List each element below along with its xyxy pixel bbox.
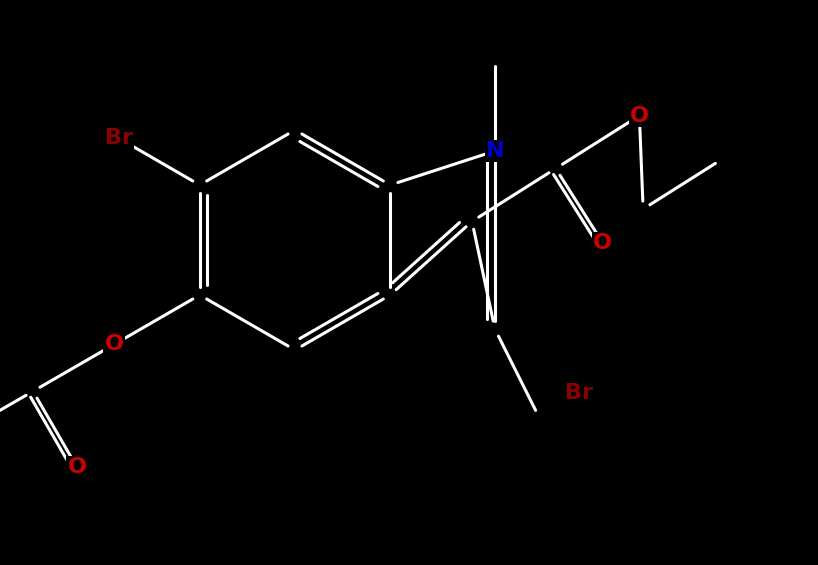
Text: Br: Br [565,383,593,402]
Text: O: O [68,458,87,477]
Text: O: O [105,334,124,354]
Text: Br: Br [105,128,133,148]
Text: O: O [593,233,612,253]
Text: N: N [486,141,504,161]
Text: O: O [630,106,649,125]
